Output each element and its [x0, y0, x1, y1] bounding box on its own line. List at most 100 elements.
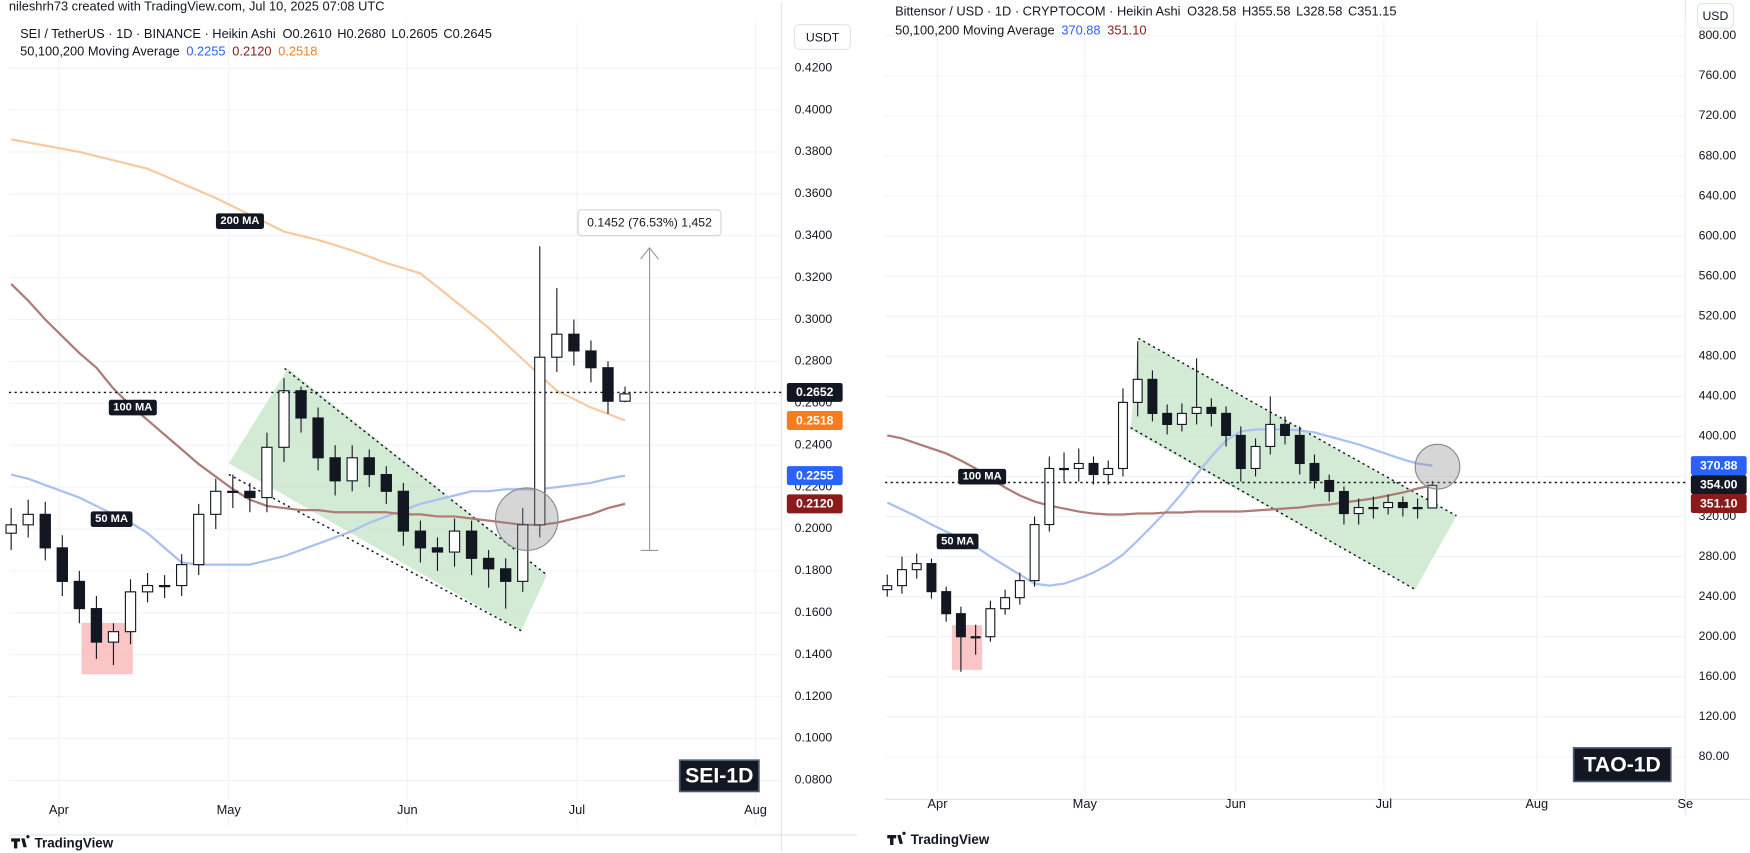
- ohlc-value: O328.58: [1187, 4, 1236, 19]
- y-tick-label: 560.00: [1699, 268, 1737, 282]
- candle-body: [448, 530, 461, 553]
- ma-legend-title: 50,100,200 Moving Average: [20, 44, 180, 59]
- ma-tag: 50 MA: [95, 513, 128, 525]
- candle-body: [1280, 423, 1290, 436]
- ma-tag-box: [90, 511, 133, 527]
- x-tick-label: Apr: [928, 796, 949, 811]
- brand-logo: [887, 831, 906, 846]
- ma-legend-title: 50,100,200 Moving Average: [895, 23, 1055, 38]
- candle-body: [1368, 506, 1379, 510]
- x-tick-label: Jun: [397, 802, 418, 817]
- candle-body: [1059, 467, 1070, 471]
- ma-tag-box: [936, 533, 979, 550]
- candle-body: [1117, 401, 1128, 470]
- drawings: [81, 247, 1457, 675]
- ohlc-value: C351.15: [1348, 4, 1397, 19]
- candle-body: [380, 473, 392, 492]
- candle-body: [312, 417, 324, 459]
- candle-body: [1206, 406, 1217, 414]
- x-tick-label: Apr: [49, 802, 70, 817]
- channel-fill: [228, 368, 547, 631]
- ma-legend-value: 0.2120: [232, 44, 271, 59]
- channel-line: [1138, 337, 1457, 517]
- candle-body: [882, 585, 893, 591]
- brand-logo: [11, 834, 30, 849]
- candle-body: [517, 524, 529, 582]
- candle-body: [465, 530, 478, 559]
- candle-body: [1427, 484, 1438, 509]
- x-tick-label: May: [1073, 796, 1098, 811]
- ohlc-value: L0.2605: [391, 26, 437, 41]
- y-tick-label: 640.00: [1699, 188, 1737, 202]
- ma-legend-value: 0.2518: [278, 44, 317, 59]
- ma-tag-box: [958, 468, 1007, 485]
- ma-tag-box: [215, 213, 264, 229]
- price-label-box: [786, 494, 843, 514]
- currency-box: [1696, 2, 1734, 29]
- ma-tag: 100 MA: [113, 401, 152, 413]
- candle-body: [897, 569, 907, 587]
- brand: TradingView: [35, 835, 114, 850]
- symbol-title: Bittensor / USD · 1D · CRYPTOCOM · Heiki…: [895, 4, 1180, 19]
- y-tick-label: 0.3400: [795, 228, 833, 242]
- candle-body: [955, 613, 966, 638]
- candle-body: [141, 585, 154, 593]
- candle-body: [1147, 378, 1158, 414]
- measure-label: 0.1452 (76.53%) 1,452: [577, 209, 722, 237]
- candle-body: [500, 568, 512, 582]
- candle-body: [941, 591, 952, 615]
- ma-tag: 200 MA: [220, 215, 259, 227]
- price-label: 0.2255: [796, 468, 834, 482]
- y-tick-label: 800.00: [1699, 28, 1737, 42]
- candle-body: [5, 524, 17, 534]
- candle-body: [911, 563, 922, 571]
- candle-body: [261, 446, 273, 499]
- symbol-title: SEI / TetherUS · 1D · BINANCE · Heikin A…: [20, 26, 276, 41]
- y-tick-label: 120.00: [1699, 709, 1737, 723]
- breakout-circle: [1414, 443, 1461, 490]
- x-tick-label: Jul: [1376, 796, 1392, 811]
- candle-body: [1383, 501, 1394, 509]
- y-tick-label: 240.00: [1699, 589, 1737, 603]
- measure-text: 0.1452 (76.53%) 1,452: [587, 216, 712, 230]
- candle-body: [175, 564, 188, 587]
- ma-tag: 100 MA: [963, 471, 1002, 483]
- candle-body: [1044, 467, 1055, 526]
- y-tick-label: 0.1200: [795, 689, 833, 703]
- watermark: SEI-1D: [685, 765, 753, 788]
- watermark: TAO-1D: [1584, 753, 1661, 776]
- y-tick-label: 0.3000: [795, 312, 833, 326]
- y-tick-label: 0.1000: [795, 731, 833, 745]
- candle-body: [397, 490, 410, 532]
- price-label: 354.00: [1700, 477, 1738, 491]
- x-tick-label: Aug: [1525, 796, 1548, 811]
- candle-body: [1397, 501, 1408, 509]
- price-label-box: [786, 411, 843, 430]
- breakout-circle: [494, 487, 559, 551]
- x-tick-label: May: [217, 802, 242, 817]
- x-tick-label: Jul: [569, 802, 585, 817]
- candle-body: [363, 457, 375, 476]
- candle-body: [278, 390, 290, 448]
- candle-body: [926, 563, 937, 593]
- candle-body: [1088, 462, 1099, 476]
- y-tick-label: 400.00: [1699, 429, 1737, 443]
- watermark-box: [1572, 747, 1672, 783]
- breakout-markers: [494, 443, 1461, 551]
- candle-body: [1000, 597, 1011, 610]
- candle-body: [585, 350, 597, 369]
- candle-body: [602, 367, 614, 402]
- ma-legend: 50,100,200 Moving Average 0.2255 0.2120 0.2…: [20, 44, 317, 59]
- y-tick-label: 80.00: [1699, 749, 1730, 763]
- ma-tag-box: [108, 399, 157, 416]
- y-tick-label: 0.2400: [795, 437, 833, 451]
- y-tick-label: 440.00: [1699, 389, 1737, 403]
- y-tick-label: 160.00: [1699, 669, 1737, 683]
- currency-box: [794, 24, 852, 50]
- chart-pane: 0.0800 0.1000 0.1200 0.1400 0.1600 0.1800 0.20…: [5, 24, 852, 850]
- candle-body: [124, 591, 137, 633]
- candle-body: [431, 547, 444, 553]
- price-label: 351.10: [1700, 496, 1738, 510]
- y-tick-label: 0.1600: [795, 605, 833, 619]
- y-tick-label: 720.00: [1699, 108, 1737, 122]
